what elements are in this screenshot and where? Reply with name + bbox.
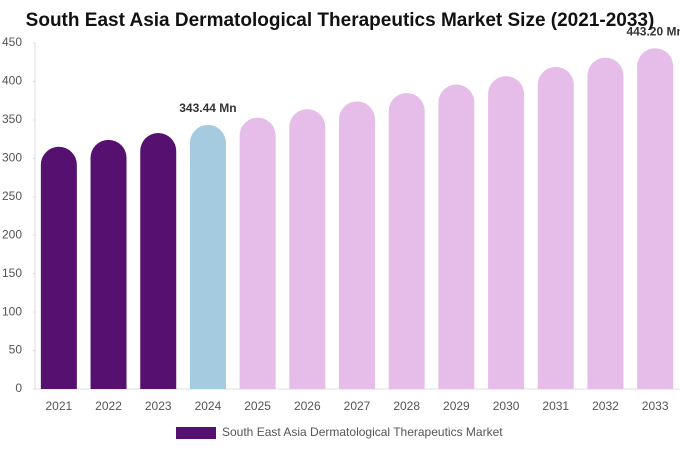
bar (339, 101, 375, 390)
x-tick-label: 2023 (145, 399, 172, 413)
x-tick-label: 2030 (493, 399, 520, 413)
bar (438, 84, 475, 390)
bar (388, 92, 425, 389)
bar (537, 66, 574, 389)
bar (637, 48, 674, 389)
y-tick-label: 200 (2, 227, 22, 241)
y-tick-label: 450 (2, 35, 22, 49)
x-tick-label: 2031 (542, 399, 569, 413)
bar (40, 146, 77, 389)
bar (189, 124, 226, 389)
x-tick-label: 2022 (95, 399, 122, 413)
y-tick-label: 300 (2, 151, 22, 165)
bar (239, 117, 276, 390)
bar (90, 139, 127, 389)
value-label: 343.44 Mn (179, 101, 236, 115)
y-tick-label: 250 (2, 189, 22, 203)
bar (140, 132, 177, 389)
x-tick-label: 2033 (642, 399, 669, 413)
x-tick-label: 2025 (244, 399, 271, 413)
value-label: 443.20 Mn (626, 24, 680, 38)
x-tick-label: 2026 (294, 399, 321, 413)
y-tick-label: 100 (2, 304, 22, 318)
y-tick-label: 50 (9, 343, 23, 357)
x-tick-label: 2029 (443, 399, 470, 413)
chart-title: South East Asia Dermatological Therapeut… (26, 10, 655, 31)
x-tick-label: 2027 (344, 399, 371, 413)
bar (587, 57, 624, 389)
y-tick-label: 400 (2, 74, 22, 88)
x-tick-label: 2021 (45, 399, 72, 413)
x-tick-label: 2024 (195, 399, 222, 413)
x-tick-label: 2028 (393, 399, 420, 413)
bar (488, 76, 525, 389)
y-tick-label: 150 (2, 266, 22, 280)
legend-label: South East Asia Dermatological Therapeut… (222, 425, 503, 439)
y-tick-label: 350 (2, 112, 22, 126)
legend-swatch (176, 427, 216, 439)
y-tick-label: 0 (15, 381, 22, 395)
bar (289, 109, 326, 389)
x-tick-label: 2032 (592, 399, 619, 413)
